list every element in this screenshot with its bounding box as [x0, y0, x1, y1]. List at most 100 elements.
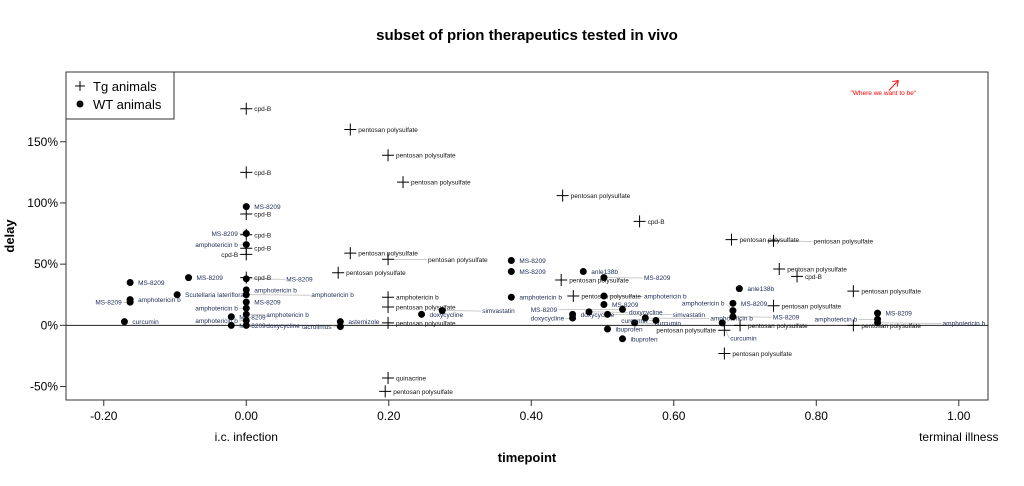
wt-point: [618, 335, 626, 343]
point-label: ibuprofen: [630, 336, 657, 343]
wt-point: [507, 293, 515, 301]
point-label: quinacrine: [396, 375, 426, 382]
x-tick-label: 0.40: [520, 409, 544, 423]
annotation-arrow: [888, 79, 899, 91]
plot-frame: [65, 71, 989, 401]
point-label: cpd-B: [254, 232, 271, 239]
wt-point: [600, 274, 608, 282]
point-label: cpd-B: [254, 170, 271, 177]
tg-point: [240, 166, 253, 179]
tg-point: [382, 371, 395, 384]
point-label: pentosan polysulfate: [569, 278, 629, 285]
point-label: doxycycline: [430, 312, 464, 319]
wt-point: [604, 310, 612, 318]
wt-point: [242, 304, 250, 312]
point-label: amphotericin b: [195, 306, 238, 313]
wt-point: [874, 319, 882, 327]
point-label: amphotericin b: [943, 320, 986, 327]
point-label: doxycycline: [629, 309, 663, 316]
x-axis-label: timepoint: [498, 450, 557, 465]
point-label: MS-8209: [644, 275, 671, 282]
point-label: doxycycline: [266, 323, 300, 330]
tg-point: [633, 215, 646, 228]
tg-point: [382, 316, 395, 329]
point-label: pentosan polysulfate: [732, 351, 792, 358]
wt-point: [120, 318, 128, 326]
point-label: MS-8209: [741, 301, 768, 308]
wt-point: [242, 291, 250, 299]
point-label: pentosan polysulfate: [411, 180, 471, 187]
legend-plus-marker: [75, 81, 85, 91]
point-label: curcumin: [132, 319, 159, 326]
point-label: pentosan polysulfate: [861, 323, 921, 330]
wt-point: [874, 309, 882, 317]
point-label: simvastatin: [673, 312, 706, 319]
point-label: amphotericin b: [519, 295, 562, 302]
point-label: MS-8209: [239, 323, 266, 330]
point-label: curcumin: [621, 318, 648, 325]
wt-point: [227, 313, 235, 321]
x-tick-label: 0.60: [662, 409, 686, 423]
point-label: pentosan polysulfate: [748, 323, 808, 330]
legend-tg: Tg animals: [93, 79, 157, 94]
point-label: pentosan polysulfate: [358, 127, 418, 134]
tg-point: [718, 324, 731, 337]
wt-point: [173, 291, 181, 299]
tg-point: [556, 189, 569, 202]
point-label: amphotericin b: [138, 297, 181, 304]
wt-point: [618, 305, 626, 313]
wt-point: [600, 301, 608, 309]
tg-point: [847, 319, 860, 332]
point-label: MS-8209: [773, 314, 800, 321]
wt-point: [227, 321, 235, 329]
point-label: pentosan polysulfate: [393, 389, 453, 396]
wt-point: [729, 313, 737, 321]
tg-point: [767, 234, 780, 247]
point-label: MS-8209: [531, 307, 558, 314]
point-label: pentosan polysulfate: [346, 270, 406, 277]
point-label: doxycycline: [531, 316, 565, 323]
wt-point: [729, 299, 737, 307]
point-label: cpd-B: [254, 275, 271, 282]
legend-dot-marker: [76, 100, 84, 108]
point-label: MS-8209: [886, 311, 913, 318]
wt-point: [631, 319, 639, 327]
point-label: amphotericin b: [396, 295, 439, 302]
tg-point: [382, 253, 395, 266]
data-points: cpd-Bcpd-Bcpd-Bcpd-Bcpd-Bcpd-Bcpd-Bpento…: [95, 102, 986, 398]
y-tick-label: 0%: [41, 318, 59, 332]
wt-point: [569, 314, 577, 322]
tg-point: [382, 149, 395, 162]
tg-point: [344, 247, 357, 260]
point-label: pentosan polysulfate: [396, 304, 456, 311]
tg-point: [725, 233, 738, 246]
point-label: MS-8209: [254, 300, 281, 307]
chart-title: subset of prion therapeutics tested in v…: [376, 27, 678, 44]
point-label: MS-8209: [212, 231, 239, 238]
y-axis: -50% 0% 50% 100% 150%: [27, 135, 66, 394]
point-label: pentosan polysulfate: [571, 193, 631, 200]
point-label: pentosan polysulfate: [861, 289, 921, 296]
wt-point: [242, 316, 250, 324]
point-label: pentosan polysulfate: [656, 328, 716, 335]
point-label: amphotericin b: [815, 317, 858, 324]
y-tick-label: 100%: [27, 196, 58, 210]
point-label: ibuprofen: [616, 327, 643, 334]
annotation: "Where we want to be": [850, 79, 917, 97]
point-label: MS-8209: [239, 314, 266, 321]
legend-box: [65, 71, 175, 120]
tg-point: [240, 102, 253, 115]
point-label: pentosan polysulfate: [396, 320, 456, 327]
point-label: MS-8209: [254, 204, 281, 211]
x-extra-label: terminal illness: [919, 430, 998, 444]
tg-point: [379, 385, 392, 398]
point-label: MS-8209: [197, 275, 224, 282]
point-label: amphotericin b: [254, 287, 297, 294]
point-label: cpd-B: [221, 252, 238, 259]
annotation-text: "Where we want to be": [850, 90, 916, 97]
tg-point: [332, 266, 345, 279]
tg-point: [555, 274, 568, 287]
point-label: Scutellaria lateriflora: [185, 292, 244, 299]
point-label: pentosan polysulfate: [814, 238, 874, 245]
tg-point: [847, 285, 860, 298]
